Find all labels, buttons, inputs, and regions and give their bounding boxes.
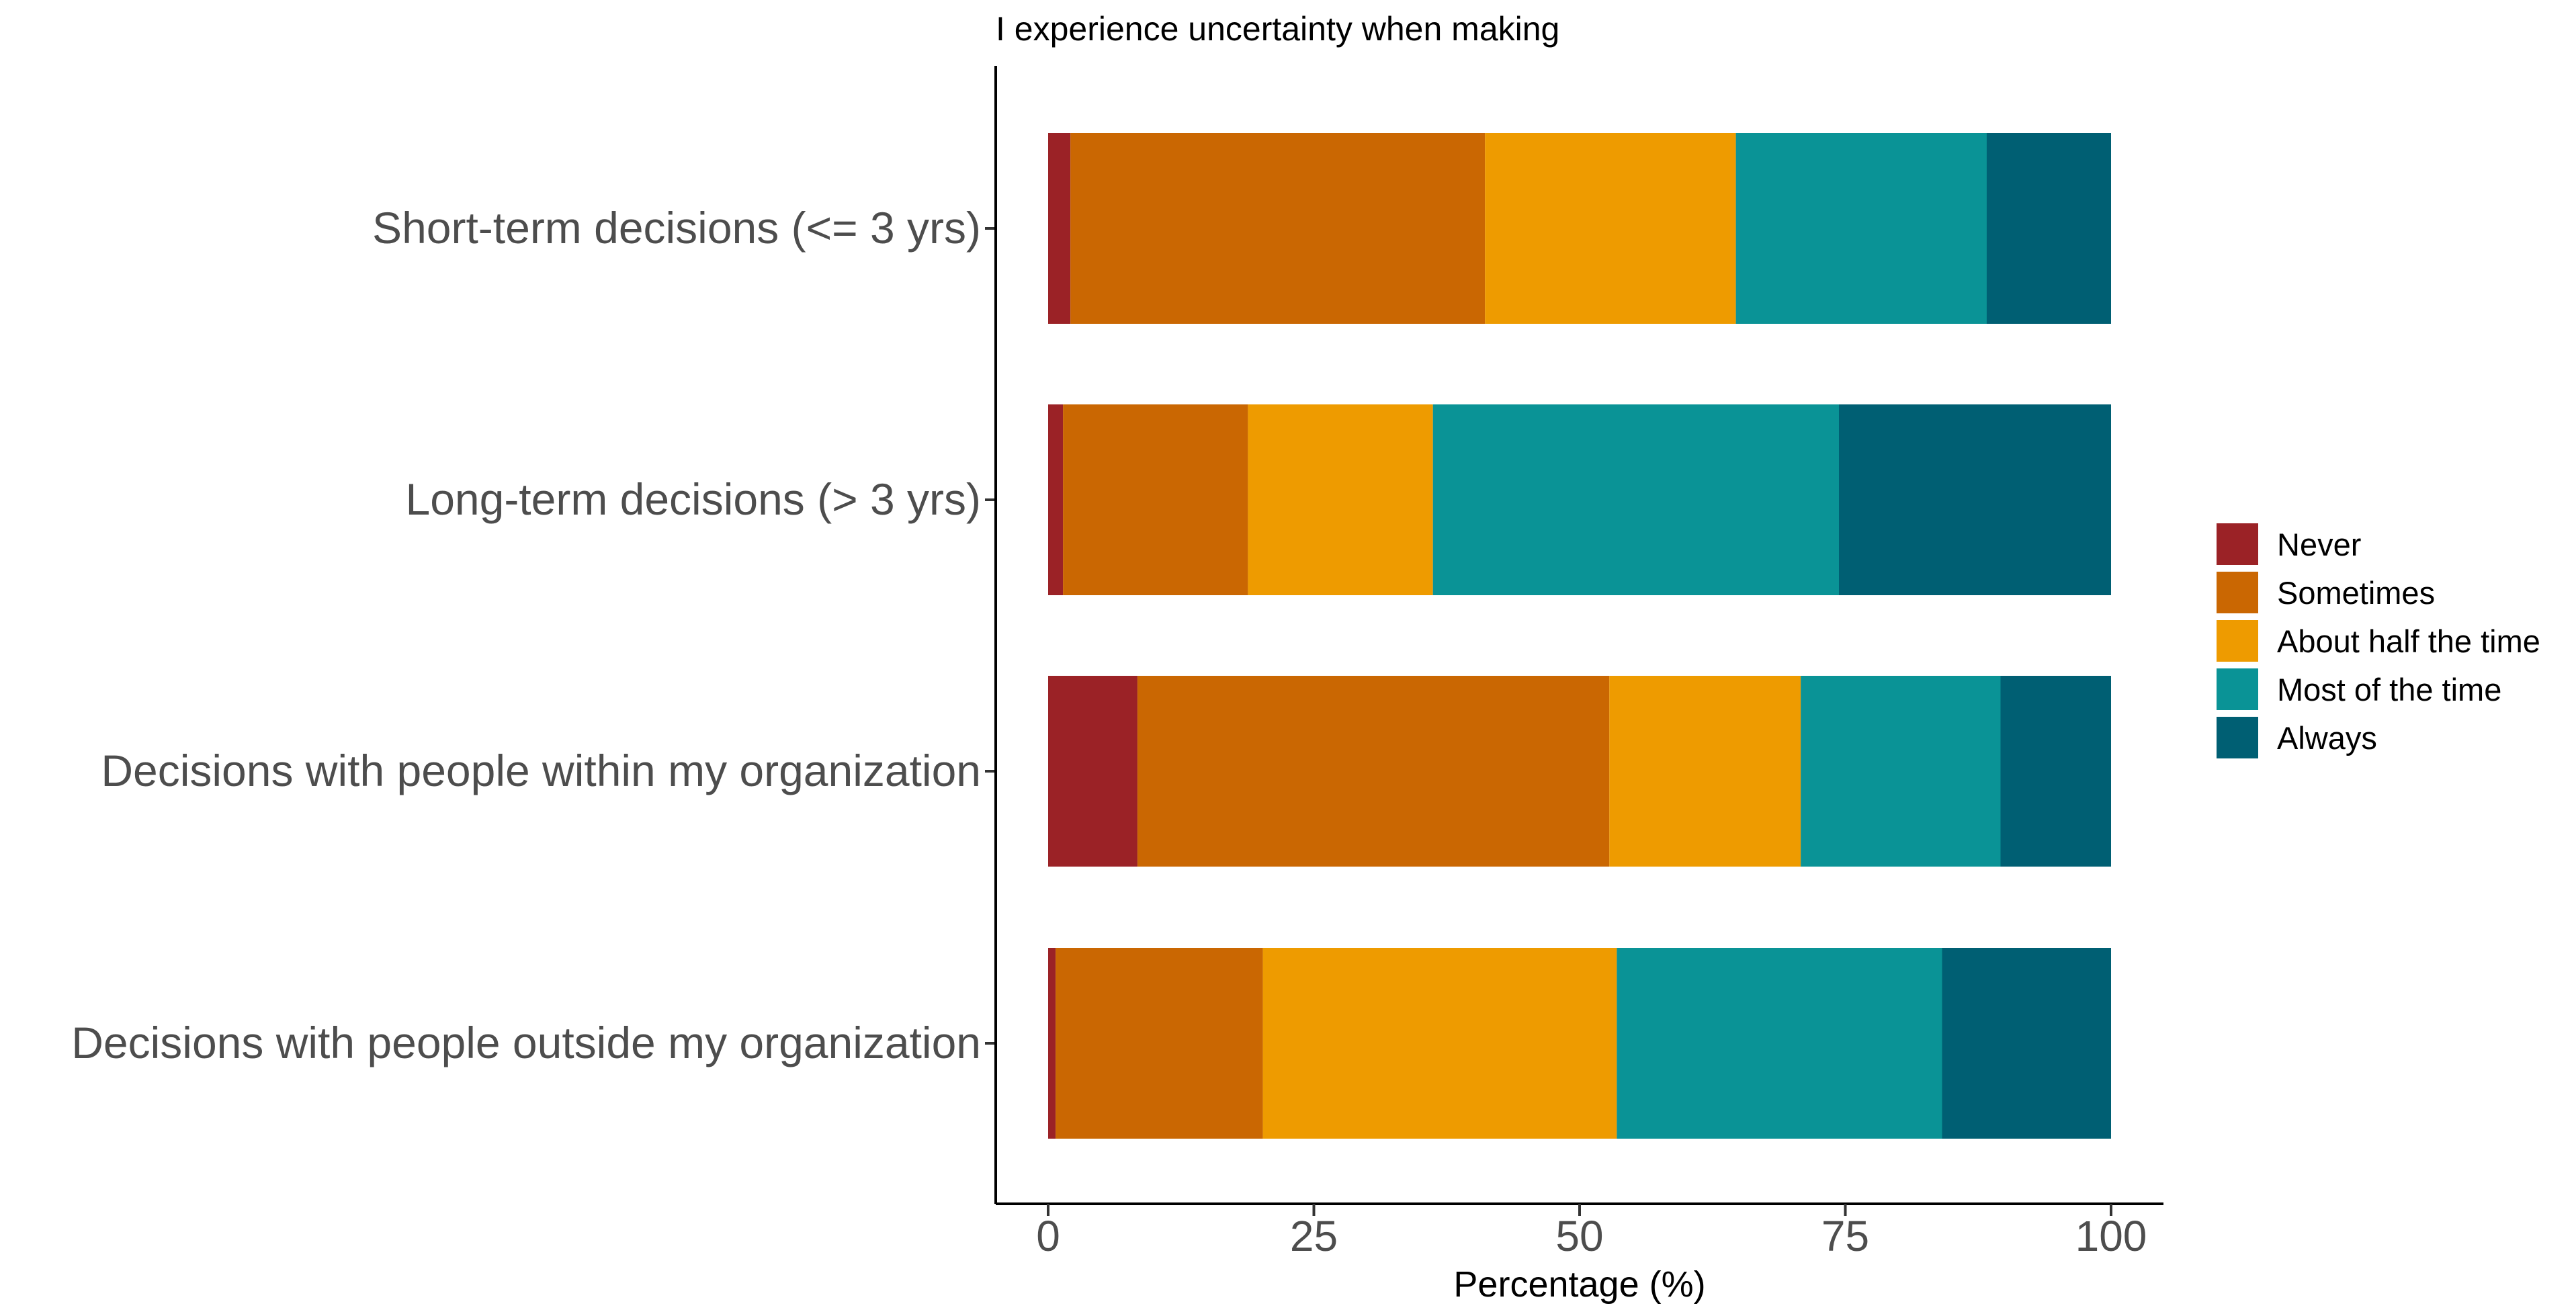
bar-segment-always [1986, 133, 2111, 324]
x-tick-label: 100 [2075, 1212, 2147, 1260]
x-tick-label: 75 [1821, 1212, 1869, 1260]
bar-segment-most-of-the-time [1735, 133, 1987, 324]
bar-segment-sometimes [1056, 948, 1263, 1139]
legend-label: Never [2277, 527, 2361, 562]
bar-segment-never [1048, 404, 1064, 595]
legend-swatch-about-half-the-time [2214, 617, 2261, 664]
x-axis-ticks: 0 25 50 75 100 [1036, 1204, 2147, 1260]
x-tick-label: 25 [1290, 1212, 1338, 1260]
category-label: Short-term decisions (<= 3 yrs) [372, 203, 981, 253]
legend: Never Sometimes About half the time Most of… [2214, 521, 2540, 761]
bar-segment-always [1942, 948, 2111, 1139]
x-tick-label: 0 [1036, 1212, 1060, 1260]
legend-label: Sometimes [2277, 575, 2435, 611]
legend-swatch-sometimes [2214, 569, 2261, 616]
bar-segment-sometimes [1137, 676, 1610, 867]
bar-segment-about-half-the-time [1609, 676, 1801, 867]
bar-segment-about-half-the-time [1248, 404, 1433, 595]
bar-segment-about-half-the-time [1262, 948, 1617, 1139]
x-axis-title: Percentage (%) [1453, 1264, 1705, 1305]
category-label: Decisions with people outside my organiz… [71, 1018, 981, 1067]
category-label: Decisions with people within my organiza… [101, 746, 981, 795]
chart-title: I experience uncertainty when making [996, 10, 1559, 48]
legend-swatch-always [2214, 714, 2261, 761]
bar-segment-sometimes [1070, 133, 1486, 324]
bar-segment-sometimes [1063, 404, 1248, 595]
bars-group [1048, 133, 2111, 1139]
bar-segment-never [1048, 133, 1071, 324]
bar-segment-never [1048, 948, 1056, 1139]
bar-segment-most-of-the-time [1801, 676, 2001, 867]
legend-swatch-never [2214, 521, 2261, 568]
bar-segment-most-of-the-time [1432, 404, 1839, 595]
legend-label: Most of the time [2277, 672, 2501, 707]
bar-segment-always [1839, 404, 2111, 595]
legend-label: Always [2277, 720, 2377, 756]
legend-swatch-most-of-the-time [2214, 666, 2261, 713]
category-labels: Short-term decisions (<= 3 yrs) Long-term… [71, 203, 996, 1067]
bar-segment-most-of-the-time [1617, 948, 1942, 1139]
x-tick-label: 50 [1555, 1212, 1603, 1260]
category-label: Long-term decisions (> 3 yrs) [406, 474, 982, 524]
bar-segment-about-half-the-time [1485, 133, 1736, 324]
bar-segment-always [2000, 676, 2111, 867]
bar-segment-never [1048, 676, 1137, 867]
legend-label: About half the time [2277, 623, 2540, 659]
